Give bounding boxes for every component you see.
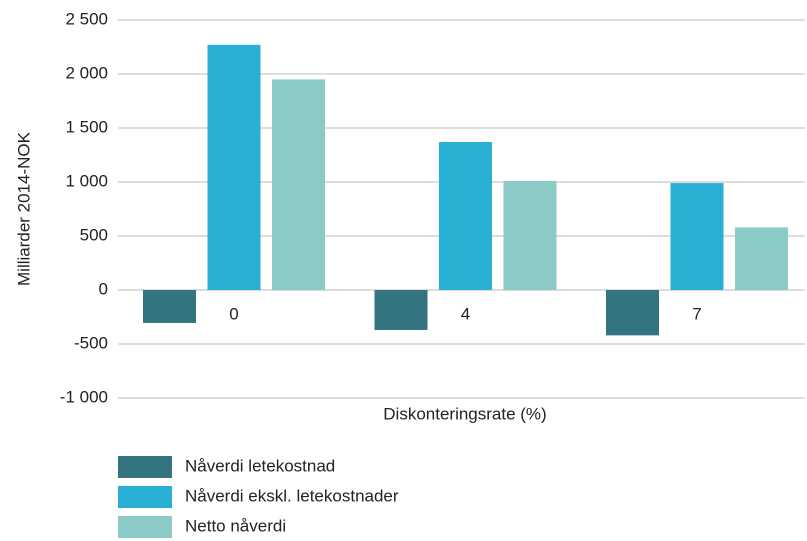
- y-axis-label: Milliarder 2014-NOK: [14, 131, 33, 286]
- bar: [439, 142, 492, 290]
- legend-swatch: [118, 516, 172, 538]
- y-tick-label: -500: [74, 333, 108, 352]
- bar: [143, 290, 196, 323]
- bar: [606, 290, 659, 336]
- x-tick-label: 0: [229, 304, 238, 323]
- x-axis-label: Diskonteringsrate (%): [383, 404, 546, 423]
- y-tick-label: 2 000: [65, 63, 108, 82]
- bar: [272, 79, 325, 291]
- bar: [207, 44, 261, 291]
- y-tick-label: 2 500: [65, 9, 108, 28]
- y-tick-label: 0: [99, 279, 108, 298]
- legend-label: Nåverdi ekskl. letekostnader: [185, 486, 399, 505]
- bar: [670, 183, 724, 290]
- legend-label: Nåverdi letekostnad: [185, 456, 335, 475]
- bar: [503, 180, 557, 290]
- x-tick-label: 7: [692, 304, 701, 323]
- y-tick-label: -1 000: [60, 387, 108, 406]
- bar: [735, 227, 788, 290]
- legend-swatch: [118, 456, 172, 478]
- y-tick-label: 1 500: [65, 117, 108, 136]
- x-tick-label: 4: [461, 304, 470, 323]
- legend-swatch: [118, 486, 172, 508]
- legend-label: Netto nåverdi: [185, 516, 286, 535]
- y-tick-label: 500: [80, 225, 108, 244]
- y-tick-label: 1 000: [65, 171, 108, 190]
- bar: [374, 290, 428, 330]
